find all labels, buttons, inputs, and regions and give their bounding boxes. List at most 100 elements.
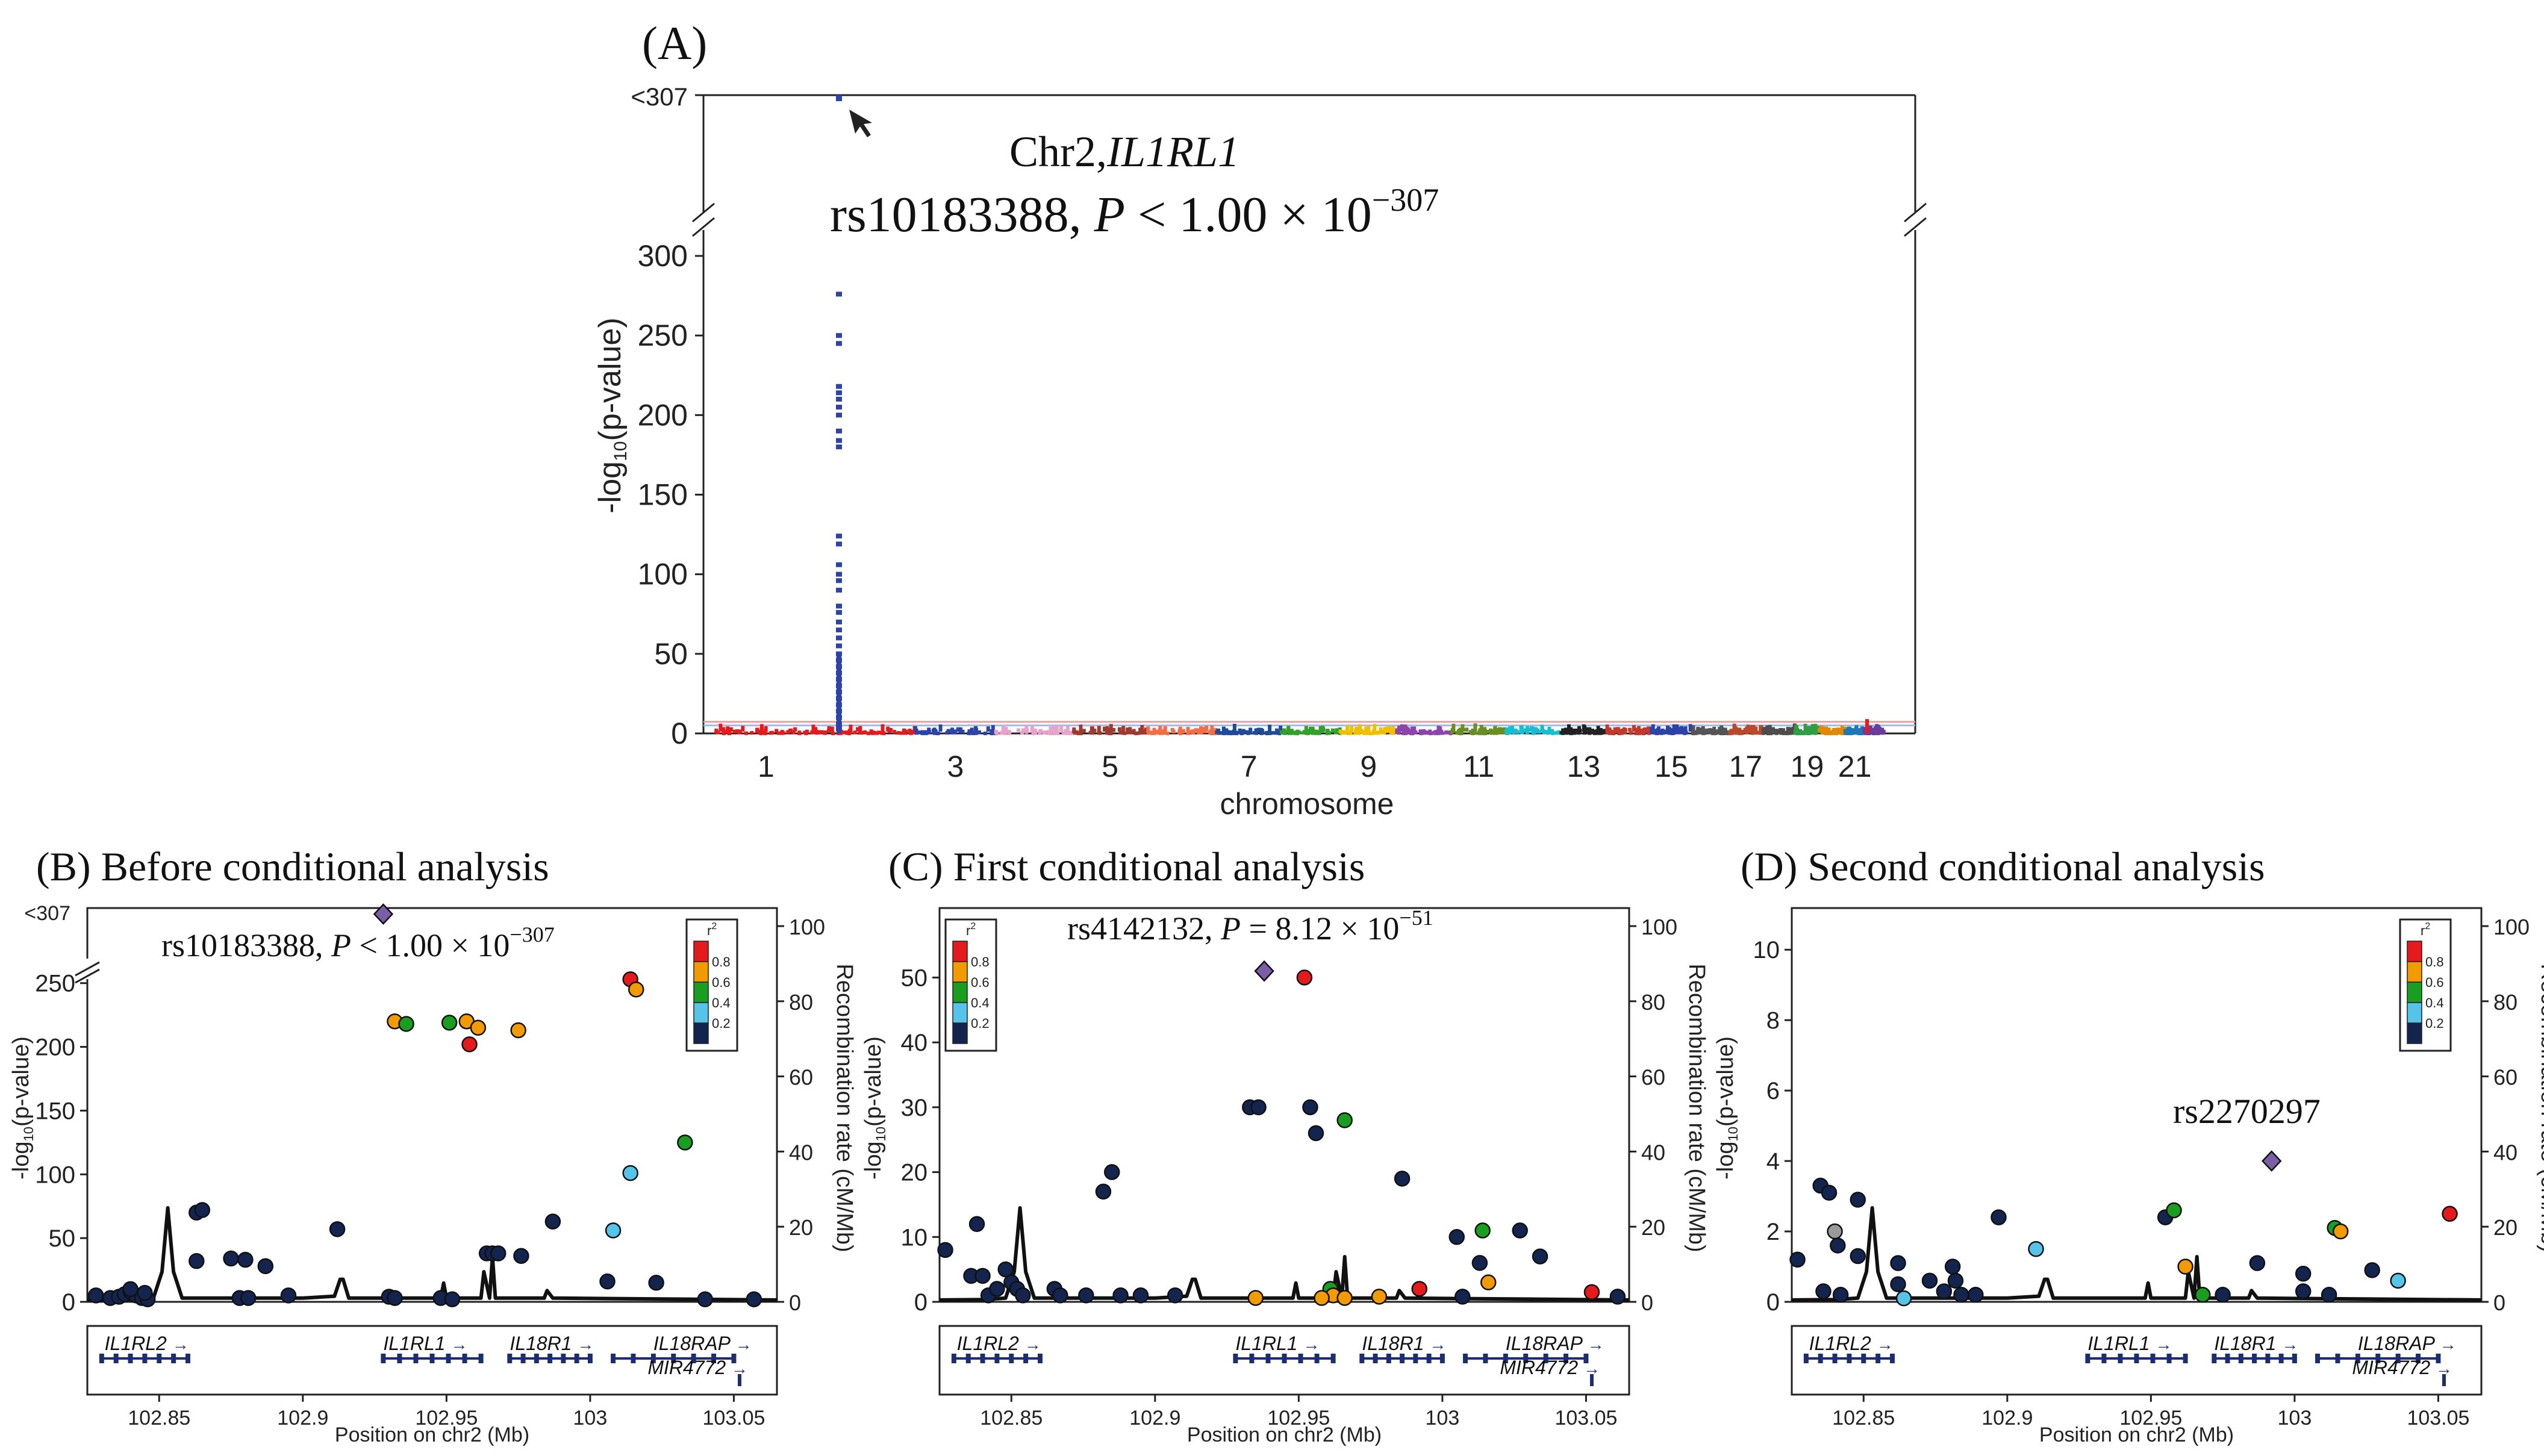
y2-axis-label: Recombination rate (cM/Mb)	[1684, 963, 1709, 1252]
gene-exon	[711, 1354, 717, 1363]
snp-mark	[1154, 730, 1158, 734]
snp-mark	[1759, 731, 1763, 735]
annotation-snp: rs2270297	[2173, 1092, 2321, 1131]
snp-mark	[1844, 730, 1848, 734]
snp-mark	[1178, 726, 1182, 732]
snp-mark	[1321, 728, 1325, 732]
y-tick-label: 0	[671, 717, 688, 750]
regional-panel-3: (D) Second conditional analysis 0 2 4 6 8 10 -l…	[1713, 844, 2544, 1446]
snp-mark	[1199, 730, 1203, 735]
gene-exon	[2278, 1354, 2284, 1363]
gene-exon	[157, 1354, 162, 1363]
snp-mark	[1607, 727, 1612, 732]
snp-mark	[1025, 728, 1029, 732]
snp-mark	[1598, 731, 1603, 735]
legend-swatch	[2407, 1002, 2422, 1024]
snp-mark	[1652, 729, 1656, 733]
gene-exon	[1023, 1354, 1029, 1363]
snp-mark	[946, 729, 950, 733]
gene-exon	[171, 1354, 176, 1363]
chr2-peak-point	[836, 689, 842, 695]
snp-point	[1583, 1284, 1600, 1301]
chr2-peak-point	[836, 702, 842, 708]
snp-mark	[1334, 730, 1338, 735]
gene-exon	[1298, 1354, 1303, 1363]
snp-mark	[1126, 730, 1130, 734]
snp-mark	[1636, 729, 1640, 733]
snp-mark	[1338, 727, 1342, 732]
snp-mark	[882, 731, 886, 735]
snp-mark	[1493, 731, 1497, 735]
snp-mark	[1072, 727, 1076, 732]
snp-mark	[913, 726, 917, 732]
legend-swatch	[952, 941, 968, 962]
y-tick-label: 6	[1766, 1078, 1780, 1104]
snp-mark	[791, 730, 796, 735]
snp-mark	[1355, 727, 1359, 732]
chr2-peak-point	[836, 541, 842, 547]
gene-exon	[2150, 1354, 2156, 1363]
snp-mark	[1224, 729, 1229, 733]
snp-mark	[1117, 727, 1121, 732]
y-tick-label: 250	[638, 319, 688, 352]
legend-title: r2	[2421, 921, 2430, 938]
gene-exon	[1233, 1354, 1238, 1363]
lead-snp-diamond	[2262, 1150, 2282, 1172]
snp-mark	[860, 730, 864, 735]
snp-mark	[750, 731, 754, 735]
snp-mark	[1379, 727, 1383, 732]
y-tick-label: 100	[638, 558, 688, 591]
snp-mark	[1451, 723, 1456, 732]
snp-mark	[1356, 731, 1361, 735]
snp-mark	[1803, 731, 1807, 735]
legend-swatch	[952, 982, 968, 1003]
y-tick-label: 20	[901, 1160, 928, 1186]
gene-exon	[1439, 1354, 1445, 1363]
y2-tick-label: 100	[789, 915, 825, 939]
snp-mark	[1774, 729, 1779, 733]
gene-exon	[185, 1354, 190, 1363]
snp-mark	[1222, 729, 1226, 733]
gene-exon	[462, 1354, 467, 1363]
snp-mark	[814, 727, 818, 732]
snp-mark	[1551, 731, 1555, 735]
snp-mark	[956, 727, 960, 732]
snp-point	[937, 1242, 953, 1258]
snp-mark	[1147, 730, 1152, 735]
y2-axis-label: Recombination rate (cM/Mb)	[832, 963, 857, 1252]
snp-mark	[1850, 731, 1854, 735]
legend-title: r2	[707, 921, 717, 938]
snp-mark	[1512, 730, 1516, 734]
snp-mark	[1569, 730, 1573, 735]
legend-swatch	[693, 1002, 709, 1024]
snp-mark	[1317, 731, 1321, 735]
snp-mark	[1047, 730, 1052, 735]
gene-exon	[99, 1354, 104, 1363]
snp-mark	[1440, 731, 1444, 735]
snp-mark	[1540, 727, 1544, 732]
snp-mark	[1473, 731, 1477, 735]
snp-mark	[1723, 727, 1727, 732]
axis-break-mark	[1904, 217, 1927, 237]
chr2-peak-point	[836, 405, 842, 410]
snp-mark	[1205, 726, 1209, 732]
snp-mark	[1064, 729, 1068, 733]
snp-mark	[1588, 727, 1592, 732]
snp-point	[1789, 1251, 1806, 1268]
x-tick-label: 103	[2278, 1407, 2312, 1430]
snp-mark	[729, 727, 733, 732]
snp-mark	[1815, 727, 1819, 732]
snp-mark	[1030, 729, 1034, 733]
gene-body	[2442, 1374, 2446, 1386]
snp-mark	[1622, 727, 1626, 732]
snp-mark	[1814, 730, 1818, 734]
snp-mark	[1620, 731, 1624, 735]
snp-mark	[1314, 731, 1318, 735]
gene-exon	[1875, 1354, 1881, 1363]
snp-mark	[931, 728, 935, 732]
snp-mark	[1878, 730, 1883, 735]
snp-mark	[1730, 731, 1734, 735]
gene-label: MIR4772 →	[1500, 1357, 1600, 1378]
x-axis-label: Position on chr2 (Mb)	[1187, 1423, 1382, 1446]
snp-mark	[983, 731, 987, 735]
